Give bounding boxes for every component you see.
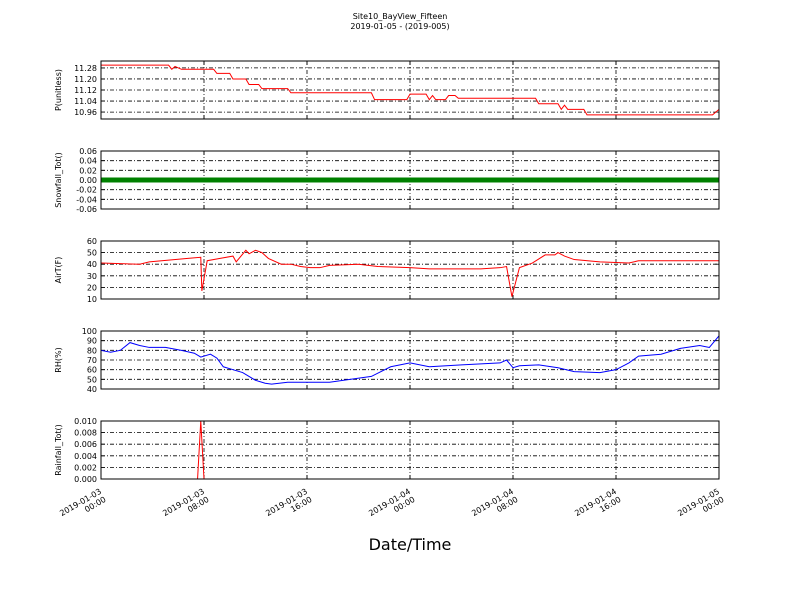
y-tick-label: 0.02 — [79, 166, 97, 175]
x-tick-label: 2019-01-0408:00 — [470, 487, 519, 526]
y-tick-label: 20 — [87, 283, 97, 292]
y-tick-label: 11.04 — [74, 97, 97, 106]
y-tick-label: -0.06 — [76, 205, 97, 214]
y-tick-label: 0.006 — [74, 440, 97, 449]
y-tick-label: 30 — [87, 272, 97, 281]
x-tick-label: 2019-01-0416:00 — [573, 487, 622, 526]
axes-frame — [100, 150, 720, 210]
panel: 10 20 30 40 50 60 AirT(F) — [54, 237, 720, 304]
y-tick-label: 0.04 — [79, 157, 97, 166]
x-tick-label: 2019-01-0316:00 — [264, 487, 313, 526]
y-tick-label: -0.02 — [76, 186, 97, 195]
panel: -0.06-0.04-0.020.000.020.040.06 Snowfall_… — [54, 147, 720, 214]
y-axis-label: AirT(F) — [54, 257, 63, 284]
data-line — [101, 249, 719, 297]
y-axis-label: Snowfall_Tot() — [54, 152, 63, 208]
y-tick-label: 50 — [87, 249, 97, 258]
y-tick-label: 0.00 — [79, 176, 97, 185]
y-tick-label: 70 — [87, 356, 97, 365]
y-tick-label: 0.06 — [79, 147, 97, 156]
y-tick-label: 90 — [87, 337, 97, 346]
y-tick-label: 0.010 — [74, 417, 97, 426]
plot-area — [101, 335, 719, 385]
y-tick-label: 80 — [87, 346, 97, 355]
y-axis-label: P(unitless) — [54, 69, 63, 111]
x-tick-label: 2019-01-0400:00 — [367, 487, 416, 526]
y-tick-label: 0.008 — [74, 429, 97, 438]
axes-frame — [100, 60, 720, 120]
y-tick-label: 11.12 — [74, 86, 97, 95]
y-tick-label: 60 — [87, 237, 97, 246]
panel: 0.000 0.002 0.004 0.006 0.008 0.010 2019-01-03… — [54, 417, 726, 526]
axes-frame — [100, 420, 720, 480]
panel: 10.96 11.04 11.12 11.20 11.28 P(unitless) — [54, 60, 720, 120]
chart-title: Site10_BayView_Fifteen — [353, 12, 448, 21]
axes-frame — [100, 240, 720, 300]
y-tick-label: 0.002 — [74, 463, 97, 472]
y-tick-label: 10 — [87, 295, 97, 304]
y-tick-label: 11.28 — [74, 64, 97, 73]
data-line — [101, 64, 719, 116]
y-tick-label: 50 — [87, 375, 97, 384]
y-tick-label: 0.004 — [74, 452, 97, 461]
y-tick-label: 10.96 — [74, 108, 97, 117]
y-axis-label: RH(%) — [54, 347, 63, 372]
x-tick-label: 2019-01-0308:00 — [161, 487, 210, 526]
x-axis-label: Date/Time — [369, 535, 452, 554]
y-axis-label: Rainfall_Tot() — [54, 424, 63, 476]
y-tick-label: -0.04 — [76, 195, 97, 204]
y-tick-label: 100 — [82, 327, 97, 336]
y-tick-label: 60 — [87, 366, 97, 375]
chart-subtitle: 2019-01-05 - (2019-005) — [350, 22, 449, 31]
y-tick-label: 0.000 — [74, 475, 97, 484]
x-tick-label: 2019-01-0500:00 — [676, 487, 725, 526]
y-tick-label: 40 — [87, 385, 97, 394]
x-tick-label: 2019-01-0300:00 — [58, 487, 107, 526]
plot-area — [101, 249, 719, 297]
y-tick-label: 40 — [87, 260, 97, 269]
data-line — [101, 335, 719, 385]
axes-frame — [100, 330, 720, 390]
plot-area — [101, 64, 719, 116]
y-tick-label: 11.20 — [74, 75, 97, 84]
